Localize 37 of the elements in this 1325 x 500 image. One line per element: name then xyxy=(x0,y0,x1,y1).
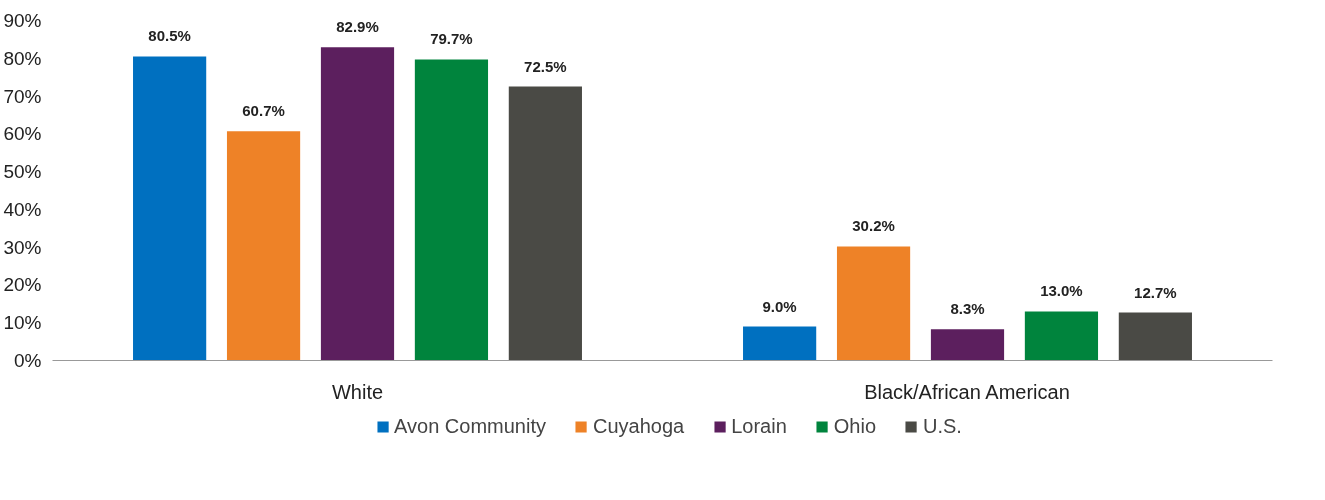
bar xyxy=(133,56,207,361)
bar xyxy=(1024,311,1099,361)
bar xyxy=(1118,312,1192,361)
data-label: 30.2% xyxy=(852,217,895,235)
data-label: 80.5% xyxy=(148,27,191,45)
legend-label: Lorain xyxy=(731,414,787,438)
bar xyxy=(743,326,817,361)
data-label: 79.7% xyxy=(430,30,473,48)
y-tick-label: 90% xyxy=(3,10,42,31)
bar xyxy=(226,131,301,361)
data-label: 60.7% xyxy=(242,102,285,120)
y-tick-label: 30% xyxy=(3,236,42,258)
y-tick-label: 80% xyxy=(3,47,42,69)
bar xyxy=(320,47,395,361)
data-label: 72.5% xyxy=(524,57,567,75)
legend-label: U.S. xyxy=(923,414,962,438)
y-tick-label: 20% xyxy=(3,274,42,296)
data-label: 82.9% xyxy=(336,18,379,36)
y-tick-label: 50% xyxy=(3,161,42,183)
legend-label: Ohio xyxy=(833,414,877,438)
bar xyxy=(508,86,582,361)
bar xyxy=(414,59,489,361)
data-label: 13.0% xyxy=(1040,282,1083,300)
y-tick-label: 60% xyxy=(3,123,42,145)
y-tick-label: 10% xyxy=(3,312,42,334)
data-label: 8.3% xyxy=(950,300,985,318)
y-tick-label: 0% xyxy=(14,350,42,371)
x-tick-label: Black/African American xyxy=(864,380,1070,403)
legend-label: Avon Community xyxy=(394,414,546,438)
data-label: 9.0% xyxy=(762,297,797,315)
y-tick-label: 40% xyxy=(3,198,42,220)
x-tick-label: White xyxy=(331,380,384,403)
y-tick-label: 70% xyxy=(3,85,42,107)
bar xyxy=(836,246,911,361)
data-label: 12.7% xyxy=(1134,283,1177,301)
legend-label: Cuyahoga xyxy=(592,414,685,438)
bar xyxy=(930,329,1005,361)
